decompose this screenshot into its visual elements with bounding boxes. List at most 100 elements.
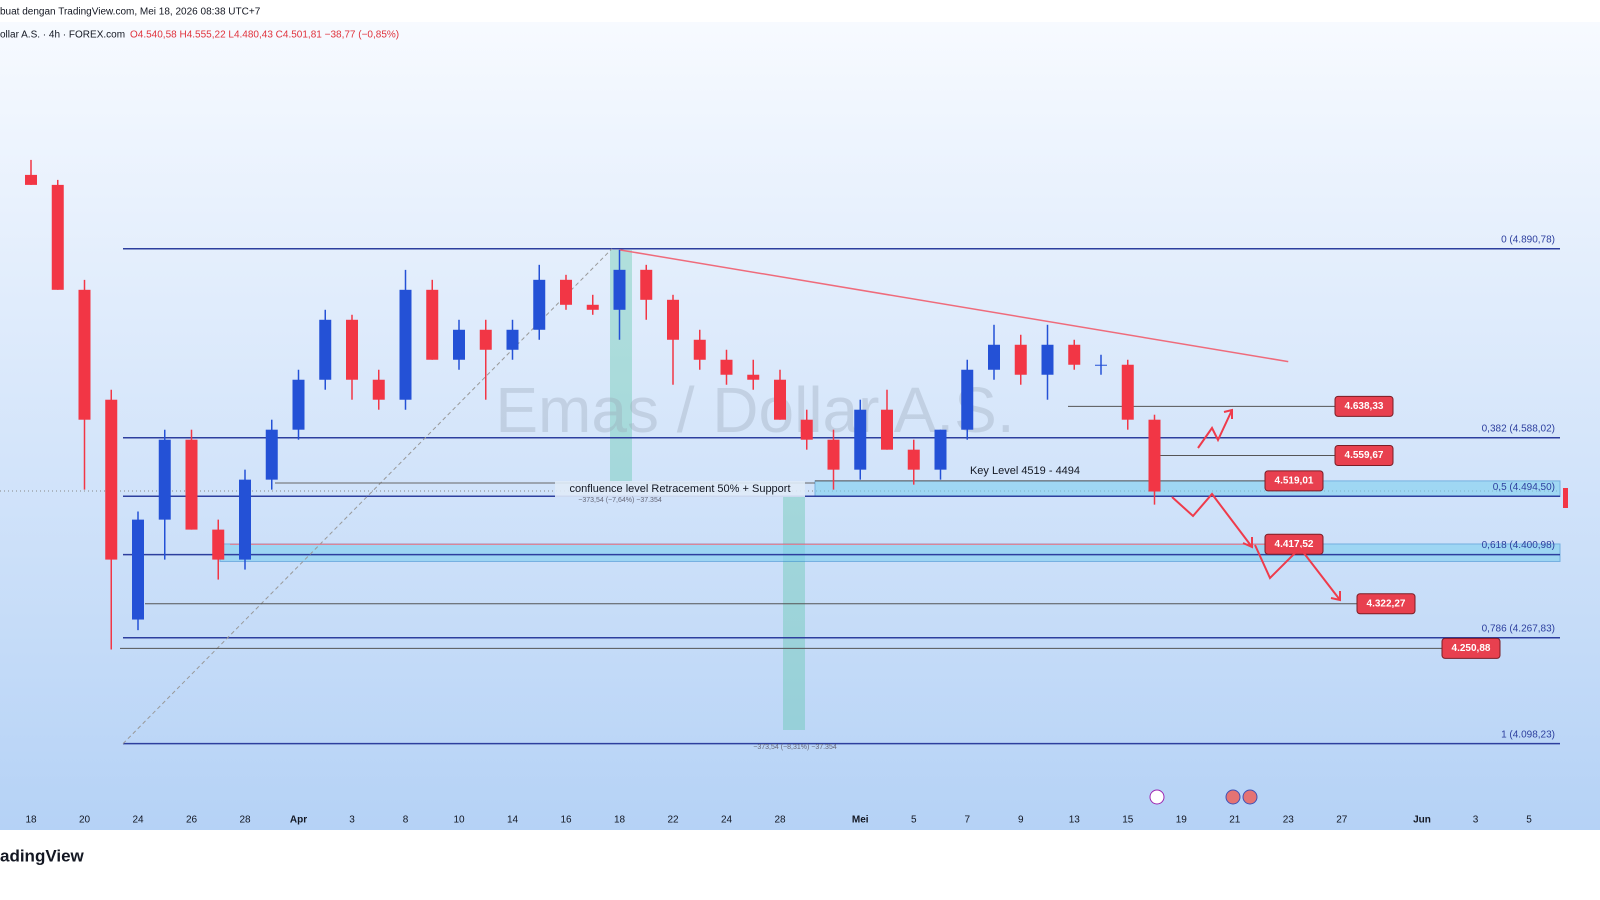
candle-body [51, 184, 64, 290]
x-tick-label: 19 [1176, 815, 1188, 826]
chart-bg [0, 22, 1600, 830]
x-tick-label: 27 [1336, 815, 1348, 826]
x-tick-label: Mei [852, 815, 869, 826]
annotation-bg [555, 481, 805, 497]
x-tick-label: 24 [132, 815, 144, 826]
x-tick-label: 18 [25, 815, 37, 826]
trend-line [619, 249, 1289, 363]
x-tick-label: 16 [560, 815, 572, 826]
ohlc: O4.540,58 H4.555,22 L4.480,43 C4.501,81 … [130, 30, 399, 41]
candle-body [800, 419, 813, 440]
candle-body [934, 429, 947, 470]
x-tick-label: 20 [79, 815, 91, 826]
x-tick-label: 26 [186, 815, 198, 826]
annotation: Key Level 4519 - 4494 [970, 465, 1080, 477]
candle-body [1121, 364, 1134, 420]
bearish-arrow [1171, 492, 1253, 549]
x-tick-label: 24 [721, 815, 733, 826]
measure-band [783, 497, 805, 730]
event-icon[interactable] [1225, 789, 1241, 805]
fib-label: 0,5 (4.494,50) [1493, 482, 1555, 493]
fib-diagonal [122, 248, 613, 745]
candle-body [1148, 419, 1161, 492]
price-label-bg [1356, 593, 1416, 615]
candle-body [988, 344, 1000, 370]
fib-label: 0 (4.890,78) [1501, 234, 1555, 245]
candle-body [1068, 344, 1081, 365]
x-tick-label: 10 [453, 815, 465, 826]
x-tick-label: 15 [1122, 815, 1134, 826]
zone [219, 543, 1561, 562]
price-label: 4.638,33 [1345, 401, 1384, 412]
price-label: 4.519,01 [1275, 476, 1314, 487]
candle-body [640, 269, 653, 300]
annotation: −373,54 (−8,31%) −37.354 [753, 744, 837, 751]
logo: adingView [0, 846, 85, 865]
candle-body [1095, 364, 1107, 366]
price-label: 4.559,67 [1345, 450, 1384, 461]
fib-label: 0,618 (4.400,98) [1482, 540, 1555, 551]
credit: buat dengan TradingView.com, Mei 18, 202… [0, 7, 261, 18]
candle-body [372, 379, 385, 400]
candle-body [881, 409, 893, 450]
x-tick-label: 8 [403, 815, 409, 826]
x-tick-label: 3 [1473, 815, 1479, 826]
fib-label: 1 (4.098,23) [1501, 729, 1555, 740]
candle-body [693, 339, 706, 360]
annotation: confluence level Retracement 50% + Suppo… [569, 483, 790, 495]
candle-body [747, 374, 760, 380]
x-tick-label: Apr [290, 815, 307, 826]
candle-body [854, 409, 867, 470]
x-tick-label: 18 [614, 815, 626, 826]
price-label: 4.322,27 [1367, 598, 1406, 609]
event-icon[interactable] [1149, 789, 1165, 805]
symbol: ollar A.S. · 4h · FOREX.com [0, 30, 125, 41]
x-tick-label: 9 [1018, 815, 1024, 826]
x-tick-label: 21 [1229, 815, 1241, 826]
fib-label: 0,786 (4.267,83) [1482, 623, 1555, 634]
price-label: 4.250,88 [1452, 643, 1491, 654]
x-tick-label: 7 [964, 815, 970, 826]
candle-body [1041, 344, 1054, 375]
watermark: Emas / Dollar A.S. [495, 374, 1014, 446]
candle-body [774, 379, 786, 420]
candle-body [346, 319, 358, 380]
candle-body [586, 304, 599, 310]
price-label-bg [1334, 395, 1394, 417]
candle-body [827, 439, 840, 470]
x-tick-label: 13 [1069, 815, 1081, 826]
chart-layer: Emas / Dollar A.S. 0 (4.890,78) 0,382 (4.5… [25, 159, 1561, 826]
candle-body [479, 329, 492, 350]
candle-body [292, 379, 305, 430]
candle-body [78, 289, 91, 420]
price-label: 4.417,52 [1275, 539, 1314, 550]
event-icon[interactable] [1242, 789, 1258, 805]
annotation: −373,54 (−7,64%) −37.354 [578, 497, 662, 504]
candle-body [212, 529, 225, 560]
candle-body [907, 449, 920, 470]
bullish-arrow [1197, 408, 1233, 449]
candle-body [453, 329, 465, 360]
x-tick-label: 23 [1283, 815, 1295, 826]
candle-body [560, 279, 572, 305]
price-label-bg [1334, 445, 1394, 467]
candle-body [961, 369, 974, 430]
candle-body [533, 279, 546, 330]
candle-body [132, 519, 144, 620]
x-tick-label: 28 [239, 815, 251, 826]
candle-body [239, 479, 251, 560]
x-tick-label: 14 [507, 815, 519, 826]
candle-body [399, 289, 412, 400]
candle-body [506, 329, 519, 350]
price-marker [1563, 488, 1568, 508]
candle-body [185, 439, 198, 530]
candle-body [667, 299, 679, 340]
bearish-arrow [1254, 544, 1341, 602]
candle-body [1014, 344, 1027, 375]
candle-body [25, 174, 37, 185]
x-tick-label: 22 [667, 815, 679, 826]
fib-label: 0,382 (4.588,02) [1482, 423, 1555, 434]
candle-body [105, 399, 118, 560]
candle-body [720, 359, 733, 375]
